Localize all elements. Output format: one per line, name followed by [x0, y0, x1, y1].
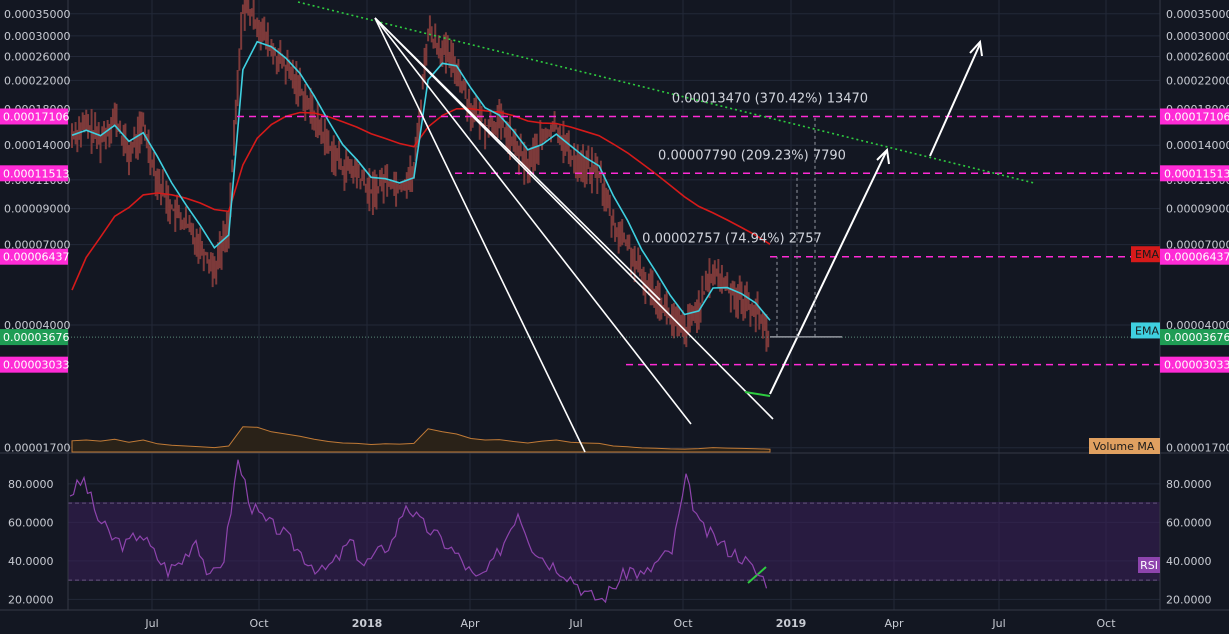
- volume-area: [71, 426, 771, 453]
- ema-fast-line: [71, 40, 771, 321]
- rsi-tick-label-left: 20.0000: [8, 593, 54, 606]
- x-tick-label: Oct: [1096, 617, 1116, 630]
- y-tick-label-left: 0.00030000: [4, 30, 70, 43]
- price-tag-right-label: 0.00006437: [1164, 251, 1229, 264]
- indicator-tag: [1131, 246, 1160, 263]
- y-tick-label-left: 0.00009000: [4, 203, 70, 216]
- price-tag-right-label: 0.00003033: [1164, 359, 1229, 372]
- price-tag-left: [0, 248, 68, 265]
- y-tick-label-left: 0.00026000: [4, 50, 70, 63]
- x-tick-label: Apr: [884, 617, 904, 630]
- y-tick-label-left: 0.00004000: [4, 319, 70, 332]
- x-tick-label: 2019: [776, 617, 807, 630]
- y-tick-label-left: 0.00022000: [4, 74, 70, 87]
- fan-line-4: [374, 17, 661, 301]
- rsi-line: [69, 459, 768, 604]
- price-tag-right: [1160, 165, 1229, 182]
- y-tick-label-left: 0.00007000: [4, 239, 70, 252]
- rsi-tick-label-right: 20.0000: [1166, 593, 1212, 606]
- x-tick-label: Apr: [460, 617, 480, 630]
- x-tick-label: Jul: [568, 617, 582, 630]
- rsi-band-fill: [68, 502, 1160, 581]
- projection-arrow-2: [929, 43, 981, 157]
- y-tick-label-right: 0.00022000: [1166, 74, 1229, 87]
- measure-annotation: 0.00007790 (209.23%) 7790: [658, 148, 846, 163]
- green-resistance-line: [297, 1, 1035, 184]
- price-tag-right: [1160, 248, 1229, 265]
- price-tag-left-label: 0.00006437: [3, 251, 69, 264]
- x-tick-label: 2018: [352, 617, 383, 630]
- bottom-green-line: [744, 391, 771, 397]
- y-tick-label-right: 0.00014000: [1166, 139, 1229, 152]
- arrow-head-2: [969, 39, 983, 57]
- indicator-tag: [1089, 438, 1160, 454]
- rsi-tick-label-right: 60.0000: [1166, 516, 1212, 529]
- x-tick-label: Jul: [144, 617, 158, 630]
- price-tag-left-label: 0.00011513: [3, 167, 69, 180]
- x-tick-label: Jul: [991, 617, 1005, 630]
- measure-annotation: 0.00013470 (370.42%) 13470: [672, 92, 868, 107]
- price-tag-left: [0, 108, 68, 125]
- y-tick-label-right: 0.00030000: [1166, 30, 1229, 43]
- rsi-tick-label-left: 60.0000: [8, 516, 54, 529]
- price-tag-left: [0, 356, 68, 373]
- price-tag-right: [1160, 108, 1229, 125]
- indicator-tag: [1131, 322, 1160, 339]
- rsi-tick-label-left: 40.0000: [8, 555, 54, 568]
- y-tick-label-left: 0.00014000: [4, 139, 70, 152]
- price-candles: [71, 0, 770, 352]
- price-tag-left: [0, 329, 68, 346]
- price-tag-right: [1160, 356, 1229, 373]
- projection-arrow-1: [769, 149, 888, 395]
- price-tag-left-label: 0.00003033: [3, 359, 69, 372]
- y-tick-label-right: 0.00001700: [1166, 442, 1229, 455]
- price-tag-left-label: 0.00017106: [3, 111, 69, 124]
- x-tick-label: Oct: [249, 617, 269, 630]
- price-tag-left-label: 0.00003676: [3, 331, 69, 344]
- measure-annotation: 0.00002757 (74.94%) 2757: [642, 232, 822, 247]
- y-tick-label-left: 0.00035000: [4, 8, 70, 21]
- rsi-tag-label: RSI: [1140, 559, 1158, 572]
- volume-ma-area: [71, 426, 771, 453]
- rsi-tag: [1138, 557, 1160, 573]
- y-tick-label-right: 0.00004000: [1166, 319, 1229, 332]
- y-tick-label-right: 0.00035000: [1166, 8, 1229, 21]
- price-tag-right-label: 0.00017106: [1164, 111, 1229, 124]
- indicator-tag-label: Volume MA: [1093, 440, 1155, 453]
- ema-slow-line: [71, 108, 771, 291]
- y-tick-label-right: 0.00009000: [1166, 203, 1229, 216]
- price-tags: 0.00017106 0.00017106 0.00011513 0.00011513…: [0, 108, 1229, 454]
- fan-line-3: [374, 17, 774, 420]
- rsi-tick-label-right: 40.0000: [1166, 555, 1212, 568]
- fan-line-2: [374, 17, 692, 425]
- indicator-tag-label: EMA: [1135, 324, 1159, 337]
- x-tick-label: Oct: [673, 617, 693, 630]
- price-tag-right: [1160, 329, 1229, 346]
- y-tick-label-left: 0.00001700: [4, 442, 70, 455]
- price-tag-right-label: 0.00003676: [1164, 331, 1229, 344]
- indicator-tag-label: EMA: [1135, 248, 1159, 261]
- y-tick-label-right: 0.00026000: [1166, 50, 1229, 63]
- arrow-head-1: [876, 147, 890, 165]
- rsi-tick-label-right: 80.0000: [1166, 478, 1212, 491]
- measure-ranges: [770, 116, 842, 338]
- trend-lines: [297, 1, 1035, 584]
- price-tag-right-label: 0.00011513: [1164, 167, 1229, 180]
- rsi-tick-label-left: 80.0000: [8, 478, 54, 491]
- y-tick-label-right: 0.00007000: [1166, 239, 1229, 252]
- fan-line-1: [374, 17, 586, 453]
- price-tag-left: [0, 165, 68, 182]
- annotations: 0.00013470 (370.42%) 13470 0.00007790 (20…: [642, 92, 868, 247]
